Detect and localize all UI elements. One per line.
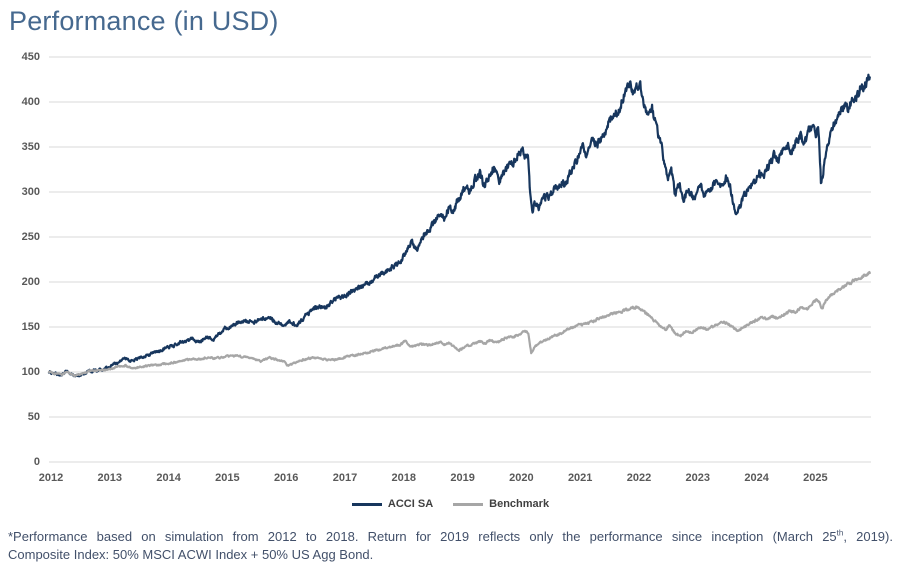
legend-line-swatch — [453, 502, 484, 506]
footnote-text-end: , 2019). — [843, 529, 893, 544]
series-line-acci-sa — [47, 73, 871, 378]
x-axis-tick-label: 2024 — [744, 472, 769, 484]
y-axis-tick-label: 300 — [21, 186, 40, 198]
y-axis-tick-label: 200 — [21, 276, 40, 288]
legend-label: Benchmark — [489, 498, 550, 510]
x-axis-tick-label: 2017 — [332, 472, 358, 484]
x-axis-tick-label: 2025 — [803, 472, 828, 484]
series-line-benchmark — [47, 270, 871, 378]
legend-line-swatch — [351, 502, 382, 506]
chart-legend: ACCI SA Benchmark — [0, 498, 901, 510]
x-axis-tick-label: 2018 — [391, 472, 417, 484]
x-axis-tick-label: 2013 — [97, 472, 123, 484]
x-axis-tick-label: 2014 — [156, 472, 181, 484]
x-axis-tick-label: 2019 — [450, 472, 475, 484]
y-axis-tick-label: 150 — [21, 321, 40, 333]
x-axis-tick-label: 2022 — [626, 472, 652, 484]
y-axis-tick-label: 250 — [21, 231, 40, 243]
y-axis-tick-label: 100 — [21, 366, 40, 378]
footnote-line-1: *Performance based on simulation from 20… — [8, 528, 893, 546]
y-axis-tick-label: 0 — [33, 456, 40, 468]
footnote-text: *Performance based on simulation from 20… — [8, 529, 837, 544]
x-axis-tick-label: 2023 — [685, 472, 711, 484]
page-title: Performance (in USD) — [9, 6, 279, 36]
y-axis-tick-label: 450 — [21, 51, 40, 63]
y-axis-tick-label: 350 — [21, 141, 40, 153]
y-axis-tick-label: 50 — [27, 411, 40, 423]
footnote-line-2: Composite Index: 50% MSCI ACWI Index + 5… — [8, 547, 374, 562]
y-axis-tick-label: 400 — [21, 96, 40, 108]
legend-item-acci-sa: ACCI SA — [351, 498, 434, 510]
legend-label: ACCI SA — [387, 498, 434, 510]
x-axis-tick-label: 2015 — [215, 472, 240, 484]
legend-item-benchmark: Benchmark — [453, 498, 549, 510]
x-axis-tick-label: 2020 — [509, 472, 534, 484]
x-axis-tick-label: 2016 — [273, 472, 299, 484]
footnote-superscript: th — [836, 528, 844, 538]
x-axis-tick-label: 2021 — [567, 472, 593, 484]
x-axis-tick-label: 2012 — [38, 472, 64, 484]
